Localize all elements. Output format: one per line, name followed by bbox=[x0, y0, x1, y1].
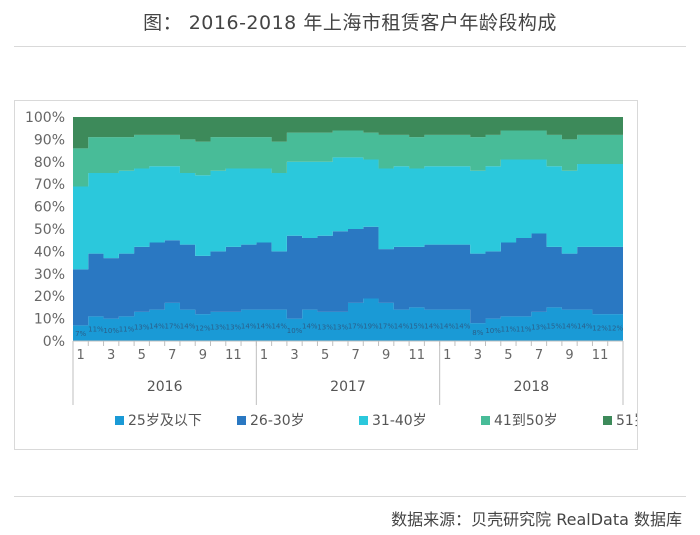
legend-label: 41到50岁 bbox=[494, 413, 558, 429]
data-label: 12% bbox=[608, 325, 624, 333]
data-label: 14% bbox=[256, 322, 272, 330]
y-tick-label: 70% bbox=[34, 177, 65, 193]
area-series-2 bbox=[73, 157, 623, 270]
source-note: 数据来源：贝壳研究院 RealData 数据库 bbox=[391, 510, 682, 529]
legend-swatch bbox=[115, 416, 124, 425]
data-label: 17% bbox=[165, 322, 181, 330]
y-tick-label: 40% bbox=[34, 244, 65, 260]
data-label: 7% bbox=[75, 330, 86, 338]
x-tick-label: 3 bbox=[107, 348, 115, 363]
data-label: 13% bbox=[210, 323, 226, 331]
y-tick-label: 50% bbox=[34, 222, 65, 238]
data-label: 17% bbox=[348, 322, 364, 330]
page-title: 图： 2016-2018 年上海市租赁客户年龄段构成 bbox=[143, 12, 557, 34]
legend-swatch bbox=[603, 416, 612, 425]
data-label: 14% bbox=[180, 322, 196, 330]
legend-label: 25岁及以下 bbox=[128, 413, 202, 429]
data-label: 14% bbox=[562, 322, 578, 330]
x-tick-label: 5 bbox=[504, 348, 512, 363]
year-label: 2016 bbox=[147, 379, 183, 395]
legend-label: 26-30岁 bbox=[250, 413, 305, 429]
data-label: 14% bbox=[455, 322, 471, 330]
y-tick-label: 60% bbox=[34, 200, 65, 216]
data-label: 13% bbox=[317, 323, 333, 331]
data-label: 14% bbox=[302, 322, 318, 330]
data-label: 13% bbox=[333, 323, 349, 331]
data-label: 14% bbox=[577, 322, 593, 330]
title-divider bbox=[14, 46, 686, 47]
area-series-3 bbox=[73, 130, 623, 187]
year-label: 2018 bbox=[514, 379, 550, 395]
data-label: 11% bbox=[119, 326, 135, 334]
data-label: 14% bbox=[424, 322, 440, 330]
data-label: 13% bbox=[134, 323, 150, 331]
data-label: 10% bbox=[103, 327, 119, 335]
legend-label: 31-40岁 bbox=[372, 413, 427, 429]
data-label: 19% bbox=[363, 322, 379, 330]
data-label: 14% bbox=[440, 322, 456, 330]
data-label: 8% bbox=[472, 329, 483, 337]
x-tick-label: 9 bbox=[565, 348, 573, 363]
data-label: 15% bbox=[409, 322, 425, 330]
data-label: 14% bbox=[394, 322, 410, 330]
x-tick-label: 11 bbox=[225, 348, 242, 363]
y-tick-label: 20% bbox=[34, 289, 65, 305]
data-label: 11% bbox=[516, 326, 532, 334]
y-tick-label: 90% bbox=[34, 132, 65, 148]
x-tick-label: 1 bbox=[76, 348, 84, 363]
x-tick-label: 11 bbox=[408, 348, 425, 363]
y-tick-label: 80% bbox=[34, 155, 65, 171]
legend-swatch bbox=[359, 416, 368, 425]
data-label: 10% bbox=[485, 327, 501, 335]
area-series-4 bbox=[73, 117, 623, 149]
area-series-0 bbox=[73, 298, 623, 341]
data-label: 11% bbox=[88, 326, 104, 334]
chart-frame: 0% 10% 20% 30% 40% 50% 60% 70% 80% 90% 100% 7% 11% 10… bbox=[14, 100, 638, 450]
source-divider bbox=[14, 496, 686, 497]
legend-label: 51岁及以上 bbox=[616, 413, 637, 429]
x-tick-label: 5 bbox=[321, 348, 329, 363]
legend-swatch bbox=[481, 416, 490, 425]
data-label: 12% bbox=[195, 325, 211, 333]
data-label: 14% bbox=[241, 322, 257, 330]
y-tick-label: 100% bbox=[25, 110, 65, 126]
x-tick-label: 7 bbox=[351, 348, 359, 363]
x-tick-label: 9 bbox=[199, 348, 207, 363]
data-label: 15% bbox=[546, 322, 562, 330]
data-label: 13% bbox=[226, 323, 242, 331]
x-tick-label: 3 bbox=[474, 348, 482, 363]
x-tick-label: 1 bbox=[260, 348, 268, 363]
x-tick-label: 5 bbox=[138, 348, 146, 363]
data-label: 11% bbox=[501, 326, 517, 334]
x-tick-label: 3 bbox=[290, 348, 298, 363]
y-tick-label: 30% bbox=[34, 267, 65, 283]
x-tick-label: 7 bbox=[168, 348, 176, 363]
y-tick-label: 10% bbox=[34, 312, 65, 328]
stacked-area-chart: 0%10%20%30%40%50%60%70%80%90%100%7%11% 10… bbox=[25, 110, 637, 429]
legend-swatch bbox=[237, 416, 246, 425]
data-label: 14% bbox=[149, 322, 165, 330]
x-tick-label: 9 bbox=[382, 348, 390, 363]
data-label: 17% bbox=[378, 322, 394, 330]
data-label: 13% bbox=[531, 323, 547, 331]
data-label: 10% bbox=[287, 327, 303, 335]
x-tick-label: 7 bbox=[535, 348, 543, 363]
x-tick-label: 1 bbox=[443, 348, 451, 363]
y-tick-label: 0% bbox=[43, 334, 65, 350]
data-label: 12% bbox=[592, 325, 608, 333]
data-label: 14% bbox=[271, 322, 287, 330]
x-tick-label: 11 bbox=[592, 348, 609, 363]
year-label: 2017 bbox=[330, 379, 366, 395]
